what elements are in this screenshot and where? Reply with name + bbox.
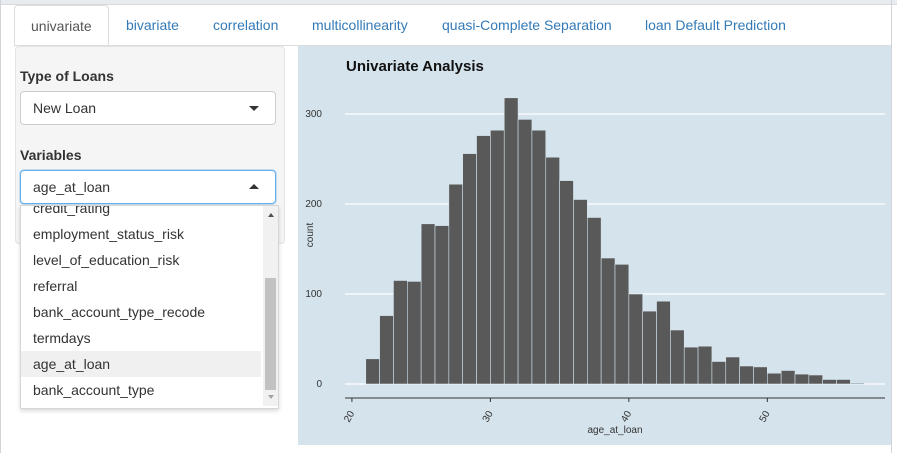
dropdown-option[interactable]: bank_account_type: [33, 382, 155, 398]
histogram-bars: [365, 97, 865, 385]
variables-select[interactable]: age_at_loan: [20, 170, 276, 204]
histogram-bar: [559, 180, 574, 385]
histogram-bar: [753, 366, 768, 385]
histogram-bar: [490, 129, 505, 385]
histogram-bar: [517, 119, 533, 385]
tab-multicollinearity[interactable]: multicollinearity: [312, 17, 408, 33]
y-tick-label: 300: [305, 109, 322, 120]
y-tick-label: 0: [316, 379, 322, 390]
histogram-bar: [420, 223, 436, 385]
histogram-bar: [725, 356, 740, 385]
dropdown-option[interactable]: referral: [33, 278, 78, 294]
histogram-bar: [573, 199, 588, 385]
scroll-down-arrow-icon[interactable]: [268, 395, 274, 399]
dropdown-option-highlighted[interactable]: age_at_loan: [21, 351, 261, 377]
variables-value: age_at_loan: [33, 179, 111, 195]
histogram-bar: [587, 217, 602, 385]
histogram-bar: [600, 257, 616, 385]
tab-divider: [14, 45, 891, 46]
histogram-bar: [434, 225, 450, 385]
histogram-bar: [850, 382, 865, 385]
histogram-bar: [697, 345, 713, 385]
scroll-up-arrow-icon[interactable]: [268, 213, 274, 217]
histogram-bar: [670, 329, 685, 385]
tab-loan-default-prediction[interactable]: loan Default Prediction: [645, 17, 786, 33]
histogram-bar: [822, 379, 837, 385]
histogram-bar: [739, 365, 754, 385]
histogram-bar: [808, 374, 823, 385]
x-tick-label: 40: [619, 409, 634, 425]
loan-type-select[interactable]: New Loan: [20, 91, 276, 125]
dropdown-option[interactable]: credit_rating: [33, 205, 111, 216]
histogram-bar: [407, 281, 422, 385]
histogram-bar: [711, 361, 727, 385]
chart-title: Univariate Analysis: [346, 58, 484, 75]
variables-dropdown: credit_rating employment_status_risk lev…: [20, 205, 279, 409]
histogram-chart: Univariate Analysis count age_at_loan 0 1…: [298, 46, 891, 445]
axes: 0 100 200 300 20 30 40 50: [305, 109, 885, 424]
histogram-bar: [642, 310, 657, 385]
histogram-bar: [462, 153, 477, 385]
frame-left-border: [0, 0, 1, 453]
dropdown-option[interactable]: bank_account_type_recode: [33, 304, 206, 320]
histogram-bar: [794, 373, 810, 385]
y-tick-label: 200: [305, 199, 322, 210]
tab-univariate[interactable]: univariate: [14, 5, 109, 47]
chevron-up-icon: [249, 184, 259, 189]
chart-svg: Univariate Analysis count age_at_loan 0 1…: [298, 46, 891, 445]
histogram-bar: [836, 379, 851, 385]
variables-label: Variables: [20, 147, 82, 163]
x-tick-label: 30: [481, 409, 496, 425]
x-tick-label: 20: [342, 409, 357, 425]
y-tick-label: 100: [305, 289, 322, 300]
histogram-bar: [628, 293, 643, 385]
histogram-bar: [780, 370, 796, 385]
loan-type-label: Type of Loans: [20, 68, 114, 84]
histogram-bar: [379, 315, 394, 385]
frame-right-border: [891, 0, 892, 453]
histogram-bar: [656, 300, 671, 385]
x-axis-title: age_at_loan: [587, 425, 642, 436]
dropdown-scrollbar[interactable]: [263, 206, 278, 406]
dropdown-option[interactable]: termdays: [33, 330, 91, 346]
histogram-bar: [503, 97, 519, 385]
chevron-down-icon: [249, 106, 259, 111]
dropdown-option[interactable]: employment_status_risk: [33, 226, 184, 242]
histogram-bar: [683, 346, 699, 385]
y-axis-title: count: [305, 223, 316, 248]
histogram-bar: [365, 358, 380, 385]
tab-correlation[interactable]: correlation: [213, 17, 279, 33]
tab-quasi-complete-separation[interactable]: quasi-Complete Separation: [442, 17, 612, 33]
window-top-border: [0, 0, 897, 5]
histogram-bar: [767, 372, 782, 385]
histogram-bar: [448, 183, 463, 385]
x-tick-label: 50: [758, 409, 773, 425]
histogram-bar: [545, 156, 560, 385]
tab-bivariate[interactable]: bivariate: [126, 17, 179, 33]
histogram-bar: [393, 280, 408, 385]
loan-type-value: New Loan: [33, 100, 97, 116]
tab-bar: univariate bivariate correlation multico…: [14, 5, 891, 47]
histogram-bar: [531, 129, 547, 385]
scrollbar-thumb[interactable]: [265, 278, 276, 390]
dropdown-option[interactable]: level_of_education_risk: [33, 252, 180, 268]
histogram-bar: [476, 135, 491, 385]
histogram-bar: [614, 264, 630, 385]
